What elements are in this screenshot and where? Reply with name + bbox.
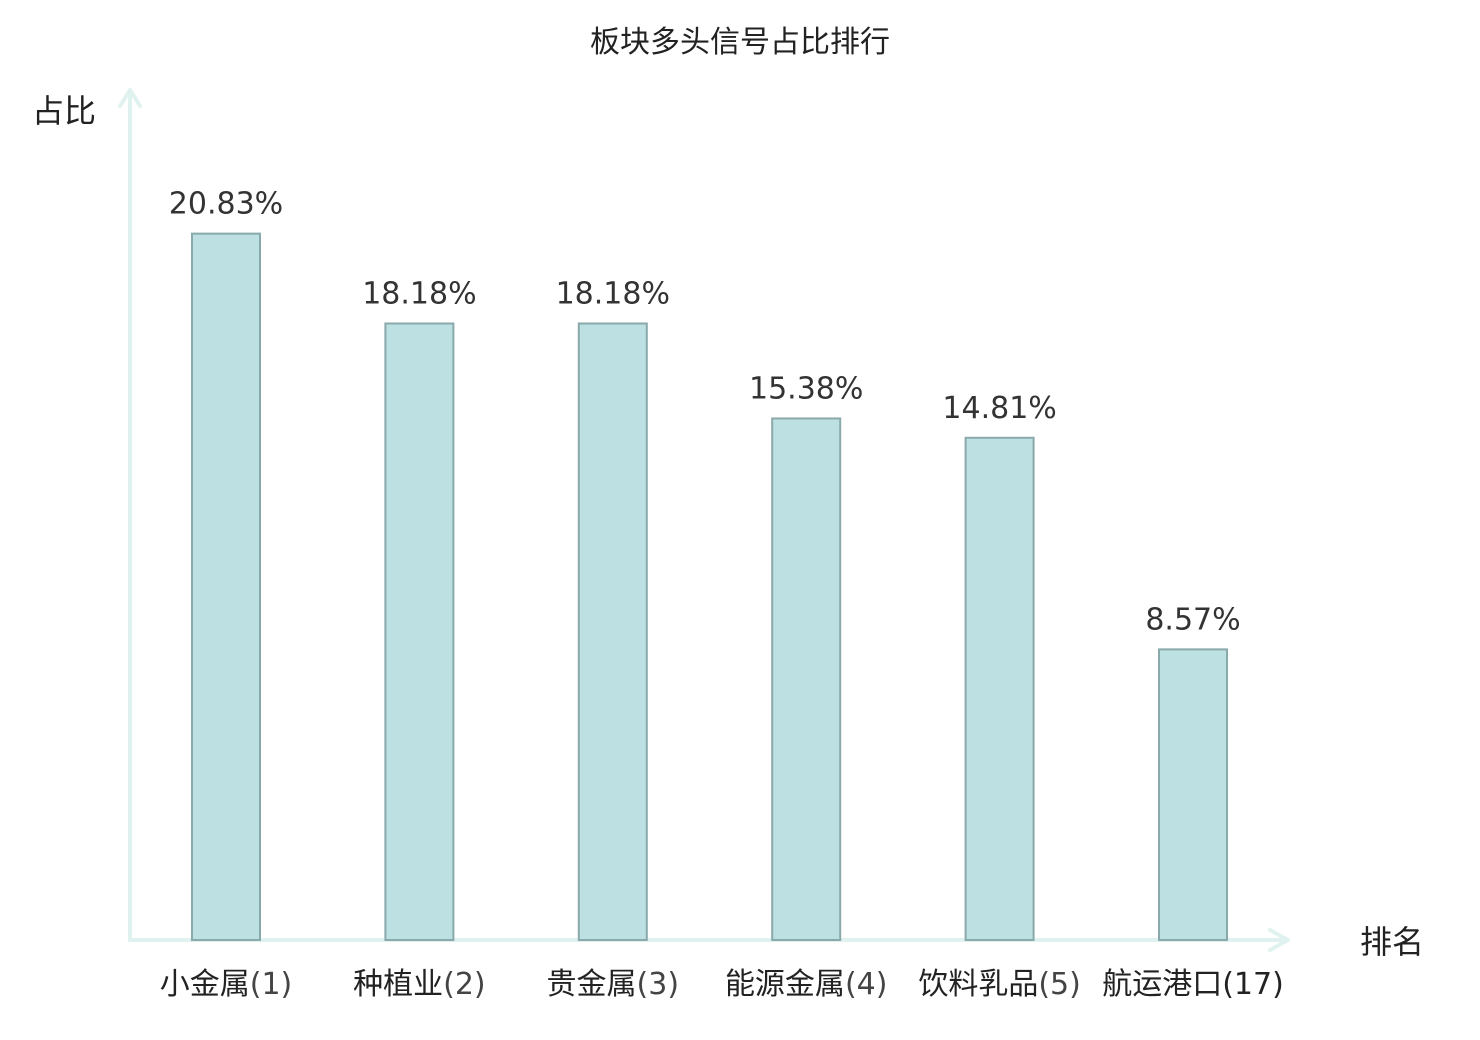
category-label: 饮料乳品(5) [918, 967, 1081, 1002]
category-label: 小金属(1) [160, 967, 293, 1002]
category-label: 种植业(2) [353, 967, 486, 1002]
category-name: 航运港口 [1102, 967, 1222, 1002]
bars-group [191, 232, 1228, 942]
category-name: 贵金属 [547, 967, 637, 1002]
category-name: 小金属 [160, 967, 250, 1002]
category-label: 能源金属(4) [725, 967, 888, 1002]
category-rank: (1) [250, 967, 293, 1002]
bar [191, 232, 261, 942]
x-axis [128, 928, 1290, 952]
category-rank: (4) [845, 967, 888, 1002]
bar-value-label: 18.18% [556, 276, 670, 311]
bar [384, 322, 455, 942]
chart-title: 板块多头信号占比排行 [590, 25, 890, 60]
category-name: 能源金属 [725, 967, 845, 1002]
bar [964, 436, 1035, 941]
bar [577, 322, 648, 942]
category-name: 种植业 [353, 967, 443, 1002]
y-axis [118, 88, 142, 940]
bar [771, 417, 842, 942]
category-label: 航运港口(17) [1102, 967, 1284, 1002]
bar-value-label: 8.57% [1145, 602, 1240, 637]
bar-value-label: 20.83% [169, 187, 283, 222]
category-labels-group: 小金属(1) 种植业(2) 贵金属(3) 能源金属(4) 饮料乳品(5) 航运港口(17) [160, 967, 1284, 1002]
x-axis-label: 排名 [1360, 923, 1424, 961]
category-label: 贵金属(3) [547, 967, 680, 1002]
category-rank: (2) [443, 967, 486, 1002]
value-labels-group: 20.83% 18.18% 18.18% 15.38% 14.81% 8.57% [169, 187, 1241, 638]
bar-value-label: 15.38% [749, 371, 863, 406]
category-rank: (17) [1222, 967, 1284, 1002]
bar-value-label: 18.18% [362, 276, 476, 311]
category-rank: (5) [1038, 967, 1081, 1002]
category-name: 饮料乳品 [918, 967, 1038, 1002]
bar-value-label: 14.81% [942, 391, 1056, 426]
bar [1158, 648, 1228, 941]
category-rank: (3) [637, 967, 680, 1002]
y-axis-label: 占比 [32, 92, 96, 130]
